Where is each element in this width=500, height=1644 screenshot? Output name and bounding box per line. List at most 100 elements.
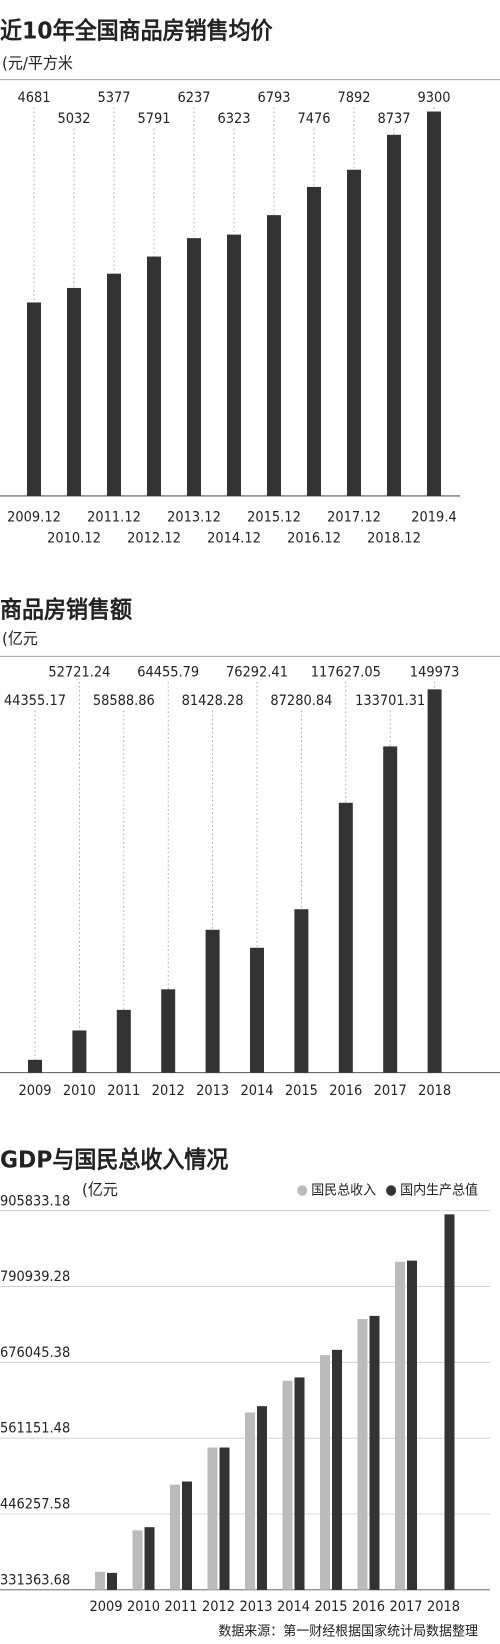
x-tick-label: 2009 <box>89 1600 122 1615</box>
y-tick-label: 446257.58 <box>0 1497 70 1512</box>
bar <box>338 802 353 1073</box>
x-tick-label: 2016.12 <box>287 531 341 546</box>
x-tick-label: 2010 <box>127 1600 160 1615</box>
value-label: 81428.28 <box>182 694 244 709</box>
value-label: 5377 <box>97 90 130 105</box>
x-tick-label: 2018 <box>418 1083 451 1098</box>
legend-marker <box>297 1185 308 1196</box>
value-label: 4681 <box>17 90 50 105</box>
x-tick-label: 2010.12 <box>47 531 101 546</box>
bar <box>294 909 309 1073</box>
x-tick-label: 2011 <box>164 1600 197 1615</box>
x-tick-label: 2014 <box>240 1083 273 1098</box>
x-tick-label: 2009.12 <box>7 510 61 525</box>
chart-title: 近10年全国商品房销售均价 <box>0 17 273 45</box>
bar <box>187 238 201 496</box>
bar <box>383 746 398 1073</box>
bar <box>147 256 161 496</box>
x-tick-label: 2014 <box>277 1600 310 1615</box>
x-tick-label: 2011 <box>107 1083 140 1098</box>
x-tick-label: 2018.12 <box>367 531 421 546</box>
bar <box>395 1261 405 1590</box>
bar <box>161 989 176 1073</box>
bar <box>116 1009 131 1073</box>
bar <box>307 186 321 496</box>
bar <box>267 215 281 496</box>
x-tick-label: 2015.12 <box>247 510 301 525</box>
x-tick-label: 2016 <box>329 1083 362 1098</box>
chart-subtitle: (亿元 <box>82 1181 118 1200</box>
x-tick-label: 2016 <box>352 1600 385 1615</box>
bar <box>227 234 241 496</box>
bar <box>207 1447 218 1590</box>
x-tick-label: 2015 <box>314 1600 347 1615</box>
bar <box>250 947 264 1073</box>
value-label: 7476 <box>297 112 330 127</box>
value-label: 6237 <box>177 90 210 105</box>
bar <box>347 169 361 496</box>
value-label: 8737 <box>377 112 410 127</box>
value-label: 52721.24 <box>48 665 110 680</box>
x-tick-label: 2010 <box>63 1083 96 1098</box>
value-label: 7892 <box>337 90 370 105</box>
value-label: 133701.31 <box>355 694 425 709</box>
value-label: 149973 <box>410 665 460 680</box>
bar <box>369 1315 380 1590</box>
x-tick-label: 2017.12 <box>327 510 381 525</box>
y-tick-label: 790939.28 <box>0 1270 70 1285</box>
y-tick-label: 331363.68 <box>0 1573 70 1588</box>
value-label: 76292.41 <box>226 665 288 680</box>
legend-label: 国民总收入 <box>311 1182 376 1198</box>
bar <box>205 929 220 1073</box>
x-tick-label: 2012 <box>202 1600 235 1615</box>
bar <box>170 1484 180 1590</box>
value-label: 6323 <box>217 112 250 127</box>
x-tick-label: 2017 <box>389 1600 422 1615</box>
bar <box>357 1319 368 1590</box>
bar <box>444 1214 455 1590</box>
x-tick-label: 2019.4 <box>411 510 456 525</box>
value-label: 44355.17 <box>4 694 66 709</box>
y-tick-label: 561151.48 <box>0 1421 70 1436</box>
value-label: 5032 <box>57 112 90 127</box>
y-tick-label: 676045.38 <box>0 1346 70 1361</box>
bar <box>294 1377 305 1590</box>
bar <box>72 1030 87 1073</box>
x-tick-label: 2018 <box>427 1600 460 1615</box>
x-tick-label: 2011.12 <box>87 510 141 525</box>
chart-subtitle: (亿元 <box>2 630 38 649</box>
bar <box>182 1481 192 1590</box>
x-tick-label: 2009 <box>18 1083 51 1098</box>
legend-label: 国内生产总值 <box>400 1182 478 1198</box>
x-tick-label: 2012.12 <box>127 531 181 546</box>
chart-title: 商品房销售额 <box>0 596 132 624</box>
value-label: 58588.86 <box>93 694 155 709</box>
bar <box>144 1527 155 1590</box>
bar <box>95 1571 105 1590</box>
bar <box>427 111 441 496</box>
bar <box>107 273 121 496</box>
bar <box>282 1380 293 1590</box>
x-tick-label: 2013 <box>239 1600 272 1615</box>
bar <box>132 1530 143 1590</box>
bar <box>27 302 41 496</box>
x-tick-label: 2013.12 <box>167 510 221 525</box>
chart-title: GDP与国民总收入情况 <box>0 1146 229 1174</box>
source-note: 数据来源：第一财经根据国家统计局数据整理 <box>218 1622 478 1640</box>
value-label: 6793 <box>257 90 290 105</box>
bar <box>257 1406 267 1590</box>
legend-marker <box>386 1185 397 1196</box>
value-label: 5791 <box>137 112 170 127</box>
bar <box>219 1447 230 1590</box>
bar <box>107 1572 117 1590</box>
bar <box>427 689 442 1073</box>
bar <box>387 134 401 496</box>
bar <box>245 1412 255 1590</box>
x-tick-label: 2015 <box>285 1083 318 1098</box>
x-tick-label: 2017 <box>374 1083 407 1098</box>
bar <box>28 1059 42 1073</box>
value-label: 117627.05 <box>311 665 381 680</box>
bar <box>67 287 81 496</box>
